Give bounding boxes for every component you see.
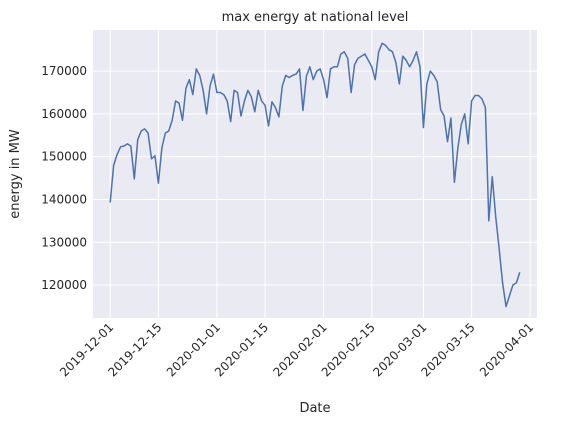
- y-axis-label: energy in MW: [8, 129, 23, 219]
- y-tick-label: 120000: [41, 278, 87, 292]
- y-tick-label: 170000: [41, 64, 87, 78]
- y-tick-label: 130000: [41, 235, 87, 249]
- plot-area: [93, 30, 537, 318]
- y-tick-label: 150000: [41, 150, 87, 164]
- y-tick-label: 140000: [41, 192, 87, 206]
- x-tick-label: 2020-04-01: [477, 320, 536, 379]
- chart-title: max energy at national level: [222, 10, 409, 25]
- x-axis-label: Date: [299, 401, 330, 416]
- line: [109, 42, 521, 308]
- y-tick-label: 160000: [41, 107, 87, 121]
